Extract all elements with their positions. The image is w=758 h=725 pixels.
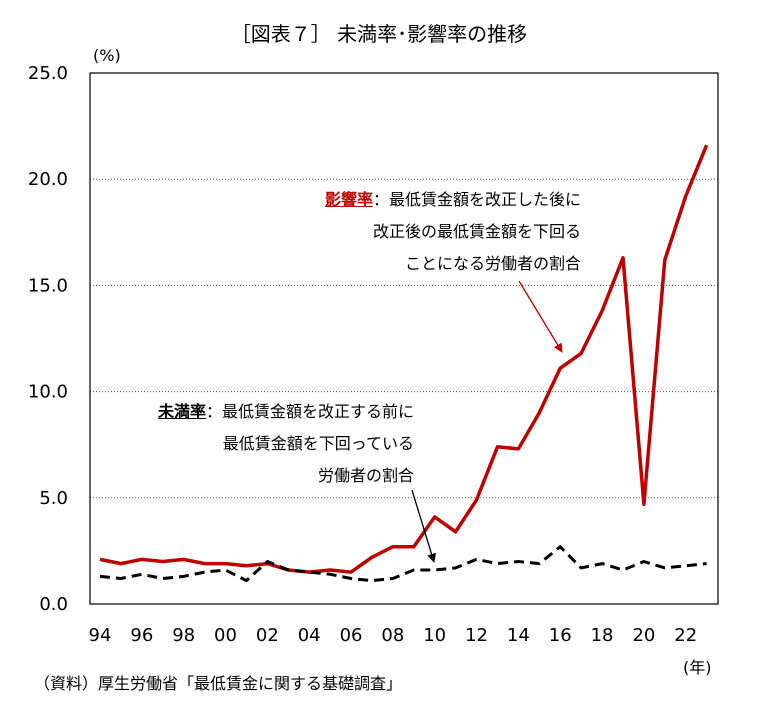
- annotation-influence-rate: 影響率：最低賃金額を改正した後に 改正後の最低賃金額を下回る ことになる労働者の…: [325, 184, 581, 280]
- x-tick-label: 18: [591, 625, 614, 646]
- y-tick-label: 25.0: [28, 63, 68, 84]
- x-tick-label: 96: [130, 625, 153, 646]
- x-tick-label: 08: [381, 625, 404, 646]
- y-tick-label: 0.0: [39, 594, 68, 615]
- y-tick-label: 20.0: [28, 169, 68, 190]
- annotation-arrow-influence: [518, 280, 563, 353]
- x-tick-label: 98: [172, 625, 195, 646]
- x-axis-unit: (年): [683, 658, 712, 677]
- y-axis-unit: (%): [93, 46, 121, 65]
- y-tick-labels: 0.0 5.0 10.0 15.0 20.0 25.0: [28, 63, 68, 615]
- annotation-influence-line3: ことになる労働者の割合: [404, 254, 581, 273]
- annotation-influence-text1: 最低賃金額を改正した後に: [388, 190, 581, 209]
- annotation-underpaid-key: 未満率: [157, 402, 206, 421]
- annotation-arrows: [411, 280, 563, 563]
- series-lines: [99, 144, 709, 583]
- annotation-underpaid-line1: 未満率：最低賃金額を改正する前に: [158, 396, 414, 428]
- annotation-arrow-underpaid: [411, 489, 436, 563]
- series-line-influence-rate: [99, 144, 709, 574]
- annotation-underpaid-rate: 未満率：最低賃金額を改正する前に 最低賃金額を下回っている 労働者の割合: [158, 396, 414, 492]
- x-tick-label: 00: [214, 625, 237, 646]
- annotation-influence-line1: 影響率：最低賃金額を改正した後に: [325, 184, 581, 216]
- x-tick-label: 02: [256, 625, 279, 646]
- annotation-underpaid-line3: 労働者の割合: [317, 466, 414, 485]
- y-tick-label: 5.0: [39, 488, 68, 509]
- y-tick-label: 15.0: [28, 275, 68, 296]
- x-tick-label: 06: [340, 625, 363, 646]
- x-tick-label: 10: [423, 625, 446, 646]
- x-tick-label: 12: [465, 625, 488, 646]
- annotation-influence-key: 影響率: [324, 190, 373, 209]
- x-tick-labels: 94 96 98 00 02 04 06 08 10 12 14 16 18 20 22: [89, 625, 698, 646]
- annotation-underpaid-line2: 最低賃金額を下回っている: [222, 434, 414, 453]
- annotation-underpaid-text1: 最低賃金額を改正する前に: [221, 402, 414, 421]
- chart-title: ［図表７］ 未満率･影響率の推移: [230, 22, 528, 46]
- series-line-underpaid-rate: [99, 545, 707, 583]
- x-tick-label: 14: [507, 625, 530, 646]
- x-tick-label: 22: [674, 625, 697, 646]
- x-tick-label: 16: [549, 625, 572, 646]
- annotation-influence-sep: ：: [372, 190, 389, 209]
- x-tick-label: 94: [89, 625, 112, 646]
- annotation-influence-line2: 改正後の最低賃金額を下回る: [372, 222, 581, 241]
- annotation-underpaid-sep: ：: [205, 402, 222, 421]
- x-tick-label: 04: [298, 625, 321, 646]
- source-note: （資料）厚生労働省「最低賃金に関する基礎調査」: [34, 674, 403, 693]
- y-tick-label: 10.0: [28, 382, 68, 403]
- x-tick-label: 20: [632, 625, 655, 646]
- plot-frame: [89, 72, 719, 605]
